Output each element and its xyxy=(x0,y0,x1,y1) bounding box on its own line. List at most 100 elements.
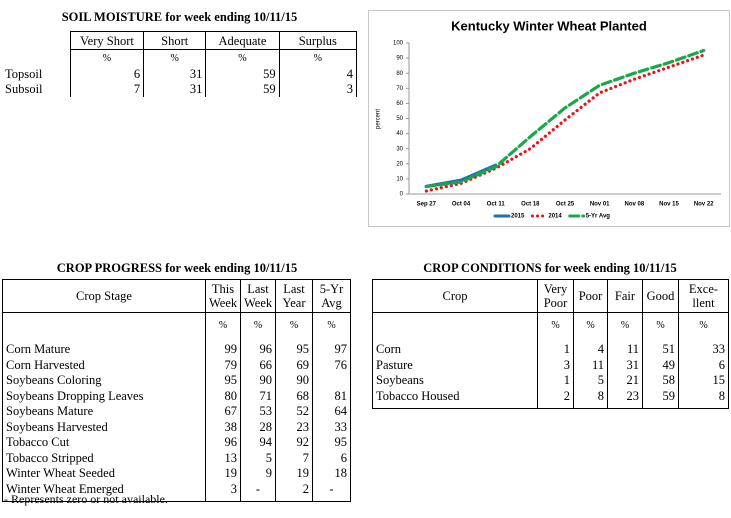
header-line: Last xyxy=(283,282,305,296)
header-line: llent xyxy=(692,296,715,310)
data-row: Tobacco Cut 96 94 92 95 xyxy=(2,435,351,451)
header-cell: Last Week xyxy=(240,279,276,313)
x-tick-label: Sep 27 xyxy=(417,202,437,208)
y-tick-label: 0 xyxy=(400,192,404,198)
value-cell: 90 xyxy=(240,373,276,389)
value-cell: 53 xyxy=(240,404,276,420)
blank-cell xyxy=(678,404,729,409)
header-row: Very Short Short Adequate Surplus xyxy=(2,31,358,50)
header-line: Last xyxy=(247,282,269,296)
row-label: Pasture xyxy=(372,357,538,373)
x-tick-label: Oct 18 xyxy=(521,202,540,208)
data-row: Pasture 3 11 31 49 6 xyxy=(372,357,729,373)
value-cell: 21 xyxy=(607,373,643,389)
header-cell: Very Short xyxy=(69,31,145,50)
y-axis-label: percent xyxy=(376,109,382,129)
row-label: Soybeans xyxy=(372,373,538,389)
value-cell: 58 xyxy=(642,373,679,389)
value-cell: 99 xyxy=(205,342,241,358)
header-row: Crop Very Poor Poor Fair Good Exce-llent xyxy=(372,279,729,313)
value-cell: 15 xyxy=(678,373,729,389)
value-cell: 97 xyxy=(312,342,351,358)
value-cell: 23 xyxy=(607,388,643,404)
soil-title: SOIL MOISTURE for week ending 10/11/15 xyxy=(61,10,298,24)
header-cell: Good xyxy=(642,279,679,313)
conditions-table: Crop Very Poor Poor Fair Good Exce-llent%%%%% C… xyxy=(372,279,729,409)
unit-cell: % xyxy=(537,312,574,342)
unit-cell: % xyxy=(275,312,313,342)
data-row: Winter Wheat Seeded 19 9 19 18 xyxy=(2,466,351,482)
header-cell xyxy=(2,31,71,50)
value-cell: 1 xyxy=(537,373,574,389)
value-cell: 90 xyxy=(275,373,313,389)
value-cell: 71 xyxy=(240,388,276,404)
x-tick-label: Nov 08 xyxy=(624,202,644,208)
unit-row: %%%%% xyxy=(372,312,729,342)
header-cell: Exce-llent xyxy=(678,279,729,313)
value-cell: 8 xyxy=(573,388,608,404)
header-line: Avg xyxy=(321,296,342,310)
value-cell: 59 xyxy=(642,388,679,404)
data-row: Soybeans Harvested 38 28 23 33 xyxy=(2,419,351,435)
data-row: Topsoil 6 31 59 4 xyxy=(2,67,358,82)
value-cell: 3 xyxy=(278,82,358,97)
y-tick-label: 80 xyxy=(396,71,403,77)
row-label: Soybeans Harvested xyxy=(2,419,206,435)
value-cell: 11 xyxy=(607,342,643,358)
unit-cell: % xyxy=(573,312,608,342)
blank-cell xyxy=(2,312,206,342)
unit-cell: % xyxy=(678,312,729,342)
value-cell: 5 xyxy=(573,373,608,389)
soil-table: Very Short Short Adequate Surplus%%%% Topsoi… xyxy=(2,31,358,97)
y-tick-label: 70 xyxy=(396,86,403,92)
y-tick-label: 40 xyxy=(396,131,403,137)
value-cell: 76 xyxy=(312,357,351,373)
series-line xyxy=(424,53,706,193)
value-cell: - xyxy=(240,481,276,497)
data-row: Tobacco Stripped 13 5 7 6 xyxy=(2,450,351,466)
header-cell: This Week xyxy=(205,279,241,313)
value-cell: 6 xyxy=(312,450,351,466)
value-cell: 52 xyxy=(275,404,313,420)
header-cell: Crop Stage xyxy=(2,279,206,313)
value-cell: 95 xyxy=(205,373,241,389)
y-tick-label: 20 xyxy=(396,161,403,167)
pad-row xyxy=(2,497,351,502)
value-cell: 96 xyxy=(240,342,276,358)
value-cell xyxy=(312,373,351,389)
value-cell: 6 xyxy=(69,67,145,82)
legend-label: 2015 xyxy=(511,214,525,220)
value-cell: 18 xyxy=(312,466,351,482)
header-line: Fair xyxy=(614,289,636,303)
value-cell: 68 xyxy=(275,388,313,404)
blank-cell xyxy=(2,49,71,67)
value-cell: 19 xyxy=(275,466,313,482)
value-cell: 2 xyxy=(537,388,574,404)
blank-cell xyxy=(607,404,643,409)
unit-row: %%%% xyxy=(2,312,351,342)
y-tick-label: 50 xyxy=(396,116,403,122)
value-cell: 28 xyxy=(240,419,276,435)
value-cell: 49 xyxy=(642,357,679,373)
value-cell: 96 xyxy=(205,435,241,451)
value-cell: 31 xyxy=(607,357,643,373)
blank-cell xyxy=(312,497,351,502)
header-cell: Surplus xyxy=(278,31,358,50)
x-tick-label: Nov 22 xyxy=(694,202,714,208)
conditions-title: CROP CONDITIONS for week ending 10/11/15 xyxy=(423,261,677,275)
blank-cell xyxy=(240,497,276,502)
value-cell: 33 xyxy=(312,419,351,435)
header-line: Week xyxy=(209,296,238,310)
header-cell: Adequate xyxy=(205,31,280,50)
row-label: Soybeans Coloring xyxy=(2,373,206,389)
blank-cell xyxy=(573,404,608,409)
data-row: Soybeans Mature 67 53 52 64 xyxy=(2,404,351,420)
x-tick-label: Oct 11 xyxy=(487,202,506,208)
value-cell: 64 xyxy=(312,404,351,420)
header-line: 5-Yr xyxy=(319,282,344,296)
blank-cell xyxy=(642,404,679,409)
data-row: Soybeans Dropping Leaves 80 71 68 81 xyxy=(2,388,351,404)
y-tick-label: 30 xyxy=(396,146,403,152)
value-cell: 80 xyxy=(205,388,241,404)
value-cell: 38 xyxy=(205,419,241,435)
